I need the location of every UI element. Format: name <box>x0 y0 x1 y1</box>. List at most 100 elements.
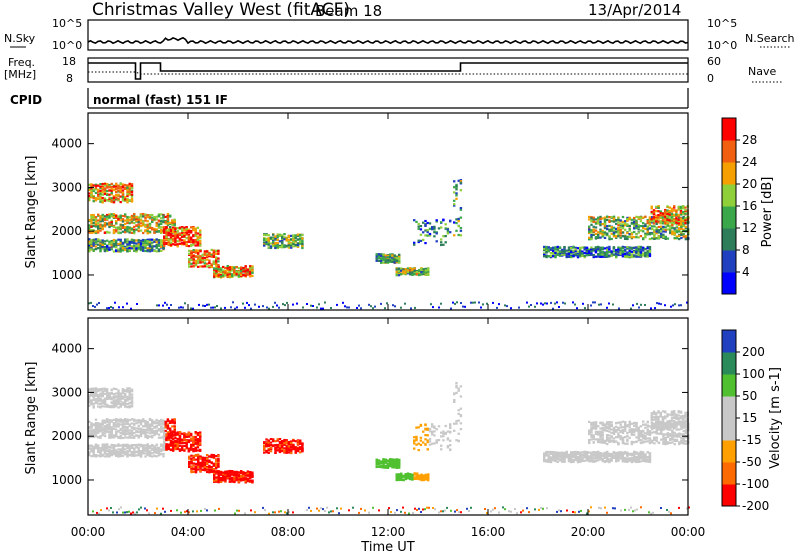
echo-cell <box>301 241 304 244</box>
noise-cell <box>410 307 412 310</box>
echo-cell <box>124 418 127 421</box>
echo-cell <box>108 184 111 187</box>
echo-cell <box>148 418 152 421</box>
echo-cell <box>130 186 134 190</box>
echo-cell <box>217 260 220 263</box>
noise-cell <box>310 304 312 307</box>
echo-cell <box>153 245 156 248</box>
cpid-label: CPID <box>10 93 42 107</box>
echo-cell <box>115 242 118 245</box>
echo-cell <box>115 226 118 229</box>
echo-cell <box>128 396 131 399</box>
echo-cell <box>115 388 118 391</box>
echo-cell <box>619 226 622 229</box>
echo-cell <box>199 438 202 442</box>
echo-cell <box>92 231 95 234</box>
echo-cell <box>101 405 104 408</box>
noise-cell <box>198 303 200 306</box>
echo-cell <box>626 217 629 221</box>
echo-cell <box>664 229 667 232</box>
echo-cell <box>130 214 134 217</box>
echo-cell <box>233 274 236 277</box>
echo-cell <box>99 218 102 221</box>
echo-cell <box>619 248 622 251</box>
echo-cell <box>601 217 604 220</box>
echo-cell <box>657 235 661 238</box>
echo-cell <box>393 261 396 264</box>
echo-cell <box>684 219 687 222</box>
echo-cell <box>142 249 145 252</box>
echo-cell <box>417 225 420 228</box>
echo-cell <box>194 466 198 469</box>
echo-cell <box>628 247 631 250</box>
echo-cell <box>121 443 125 446</box>
echo-cell <box>110 197 113 200</box>
noise-cell <box>598 303 600 306</box>
echo-cell <box>242 270 245 273</box>
echo-cell <box>103 402 107 406</box>
echo-cell <box>110 398 113 401</box>
echo-cell <box>103 432 107 435</box>
echo-cell <box>646 220 649 223</box>
echo-cell <box>639 225 643 228</box>
echo-cell <box>549 252 553 255</box>
echo-cell <box>103 240 107 243</box>
echo-cell <box>413 268 416 271</box>
echo-cell <box>196 439 200 442</box>
echo-cell <box>126 229 129 233</box>
echo-cell <box>142 220 145 223</box>
noise-cell <box>162 304 164 307</box>
echo-cell <box>590 231 593 234</box>
echo-cell <box>92 454 95 458</box>
echo-cell <box>287 245 291 248</box>
echo-cell <box>301 244 304 247</box>
echo-cell <box>121 214 125 218</box>
echo-cell <box>651 232 654 235</box>
echo-cell <box>402 272 405 275</box>
echo-cell <box>92 221 95 225</box>
echo-cell <box>635 227 638 230</box>
echo-cell <box>88 198 91 201</box>
echo-cell <box>549 254 553 257</box>
echo-cell <box>190 236 193 239</box>
echo-cell <box>621 223 625 226</box>
echo-cell <box>124 219 127 222</box>
cpid-panel: CPID normal (fast) 151 IF <box>10 88 689 109</box>
echo-cell <box>126 195 129 198</box>
echo-cell <box>459 226 463 230</box>
echo-cell <box>151 218 154 222</box>
echo-cell <box>153 426 156 429</box>
echo-cell <box>635 219 638 222</box>
echo-cell <box>217 252 220 255</box>
echo-cell <box>119 393 122 397</box>
echo-cell <box>567 252 571 255</box>
echo-cell <box>139 222 143 225</box>
echo-cell <box>119 227 122 230</box>
noise-cell <box>266 306 268 309</box>
echo-cell <box>119 214 122 217</box>
echo-cell <box>637 255 640 258</box>
echo-cell <box>669 227 672 230</box>
echo-cell <box>121 195 125 199</box>
echo-cell <box>92 219 95 222</box>
echo-cell <box>146 447 149 450</box>
echo-cell <box>112 215 116 219</box>
echo-cell <box>106 186 109 189</box>
echo-cell <box>242 268 245 271</box>
echo-cell <box>588 253 591 257</box>
echo-cell <box>112 423 116 426</box>
echo-cell <box>603 218 607 221</box>
echo-cell <box>296 242 300 245</box>
echo-cell <box>103 430 107 433</box>
echo-cell <box>644 215 647 218</box>
echo-cell <box>655 220 658 223</box>
echo-cell <box>173 229 176 232</box>
echo-cell <box>192 226 195 229</box>
echo-cell <box>265 243 268 246</box>
noise-cell <box>630 307 632 310</box>
colorbar-segment <box>722 272 736 295</box>
echo-cell <box>151 448 154 451</box>
echo-cell <box>299 234 302 237</box>
noise-cell <box>510 307 512 310</box>
echo-cell <box>633 222 636 225</box>
